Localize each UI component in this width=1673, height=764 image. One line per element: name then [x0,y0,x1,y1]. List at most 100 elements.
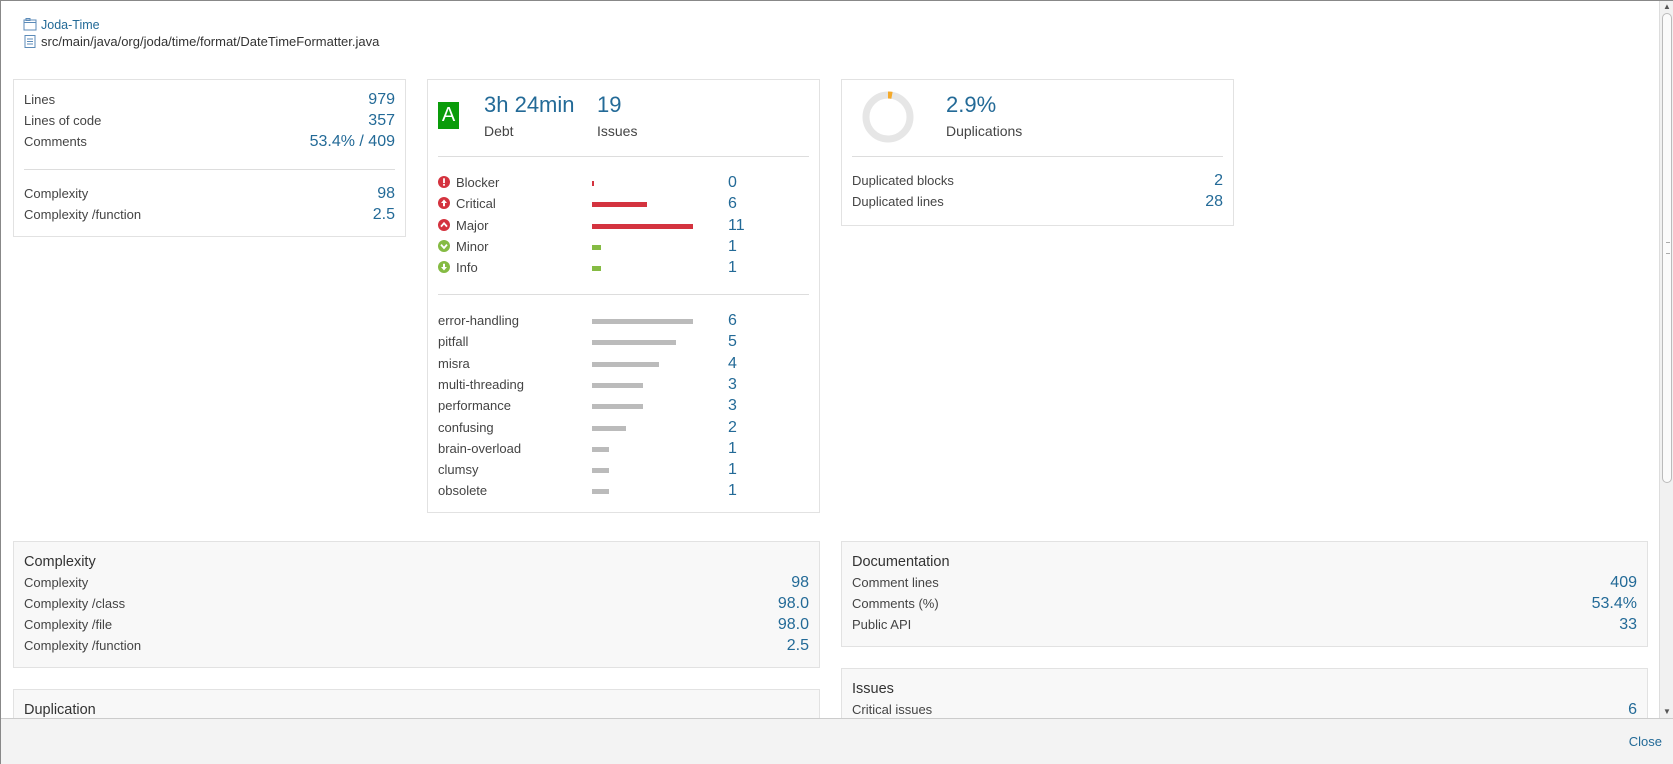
metric-value[interactable]: 98 [791,574,809,591]
metric-label: Public API [852,617,912,632]
metric-value[interactable]: 2.5 [372,206,395,223]
scroll-up-arrow-icon[interactable]: ▲ [1663,2,1671,11]
duplications-card: 2.9% Duplications Duplicated blocks 2 Du… [841,79,1234,226]
severity-row-critical[interactable]: Critical 6 [438,195,788,215]
metric-value[interactable]: 2.5 [786,637,809,654]
tag-count[interactable]: 1 [728,439,737,457]
severity-bar [592,202,647,208]
tag-bar [592,382,643,388]
severity-row-blocker[interactable]: Blocker 0 [438,174,788,194]
metric-label: Duplicated lines [852,194,944,209]
severity-count[interactable]: 1 [728,237,737,255]
tag-count[interactable]: 4 [728,354,737,372]
severity-label: Info [456,260,478,276]
metric-value[interactable]: 6 [1628,701,1637,718]
metric-row-public-api[interactable]: Public API 33 [852,616,1637,636]
scrollbar-thumb[interactable] [1662,13,1672,483]
metric-label: Complexity /class [24,596,126,611]
metric-row-complexity-class[interactable]: Complexity /class 98.0 [24,595,809,615]
tag-label: misra [438,355,470,371]
metric-row-comments[interactable]: Comments 53.4% / 409 [24,133,395,153]
blocker-icon [438,176,450,188]
tag-count[interactable]: 5 [728,333,737,351]
metric-row-complexity[interactable]: Complexity 98 [24,185,395,205]
divider [438,156,809,157]
severity-count[interactable]: 6 [728,195,737,213]
metric-row-complexity-function[interactable]: Complexity /function 2.5 [24,206,395,226]
tag-bar [592,404,643,410]
donut-track [862,91,914,143]
severity-count[interactable]: 11 [728,216,745,234]
duplication-section: Duplication [13,689,820,718]
tag-count[interactable]: 1 [728,482,737,500]
metric-label: Comments [24,134,87,149]
severity-row-major[interactable]: Major 11 [438,217,788,237]
critical-icon [438,197,450,210]
metric-value[interactable]: 28 [1205,193,1223,210]
metric-row-comments-percent[interactable]: Comments (%) 53.4% [852,595,1637,615]
sqale-rating-badge[interactable]: A [438,102,459,129]
metric-value[interactable]: 357 [368,112,395,129]
tag-count[interactable]: 2 [728,418,737,436]
metric-value[interactable]: 33 [1619,616,1637,633]
issues-value[interactable]: 19 [597,92,622,117]
metric-value[interactable]: 409 [1610,574,1637,591]
tag-count[interactable]: 1 [728,461,737,479]
duplications-donut [862,91,914,143]
metric-value[interactable]: 2 [1214,172,1223,189]
severity-count[interactable]: 1 [728,259,737,277]
tag-count[interactable]: 3 [728,375,737,393]
metric-row-complexity[interactable]: Complexity 98 [24,574,809,594]
metric-value[interactable]: 979 [368,91,395,108]
metric-row-lines-of-code[interactable]: Lines of code 357 [24,112,395,132]
metric-row-comment-lines[interactable]: Comment lines 409 [852,574,1637,594]
metric-row-critical-issues[interactable]: Critical issues 6 [852,701,1637,718]
tag-count[interactable]: 3 [728,397,737,415]
tag-bar [592,468,609,474]
metric-row-duplicated-lines[interactable]: Duplicated lines 28 [852,193,1223,213]
tag-row-multi-threading[interactable]: multi-threading 3 [438,376,788,396]
metric-row-duplicated-blocks[interactable]: Duplicated blocks 2 [852,172,1223,192]
metric-value[interactable]: 98.0 [777,595,809,612]
metric-value[interactable]: 98.0 [777,616,809,633]
metric-row-complexity-function[interactable]: Complexity /function 2.5 [24,637,809,657]
tag-row-brain-overload[interactable]: brain-overload 1 [438,440,788,460]
tag-count[interactable]: 6 [728,312,737,329]
project-icon [23,18,37,31]
tag-label: brain-overload [438,440,522,456]
modal-content: Joda-Time src/main/java/org/joda/time/fo… [1,1,1659,718]
tag-row-clumsy[interactable]: clumsy 1 [438,461,788,481]
metric-label: Critical issues [852,702,933,717]
scroll-down-arrow-icon[interactable]: ▼ [1663,707,1671,716]
metric-label: Lines of code [24,113,102,128]
tag-row-confusing[interactable]: confusing 2 [438,419,788,439]
project-link[interactable]: Joda-Time [41,17,100,32]
issues-section: Issues Critical issues 6 [841,668,1648,718]
severity-count[interactable]: 0 [728,174,737,191]
tag-bar [592,340,676,346]
tag-row-pitfall[interactable]: pitfall 5 [438,333,788,353]
divider [852,156,1223,157]
tag-row-misra[interactable]: misra 4 [438,355,788,375]
severity-label: Minor [456,238,489,254]
duplications-value[interactable]: 2.9% [946,92,997,117]
tag-row-performance[interactable]: performance 3 [438,397,788,417]
metric-value[interactable]: 98 [377,185,395,202]
metric-value[interactable]: 53.4% / 409 [309,133,395,150]
metric-value[interactable]: 53.4% [1591,595,1637,612]
metric-label: Comment lines [852,575,939,590]
metric-label: Complexity [24,575,89,590]
tag-label: performance [438,398,511,414]
vertical-scrollbar[interactable]: ▲ ▼ [1659,1,1673,718]
close-button[interactable]: Close [1628,734,1662,749]
tag-label: error-handling [438,313,519,328]
debt-value[interactable]: 3h 24min [484,92,575,117]
severity-row-info[interactable]: Info 1 [438,259,788,279]
metric-row-complexity-file[interactable]: Complexity /file 98.0 [24,616,809,636]
tag-row-error-handling[interactable]: error-handling 6 [438,312,788,332]
severity-row-minor[interactable]: Minor 1 [438,238,788,258]
complexity-section: Complexity Complexity 98 Complexity /cla… [13,541,820,668]
section-title: Duplication [24,702,96,718]
tag-row-obsolete[interactable]: obsolete 1 [438,482,788,502]
metric-row-lines[interactable]: Lines 979 [24,91,395,111]
